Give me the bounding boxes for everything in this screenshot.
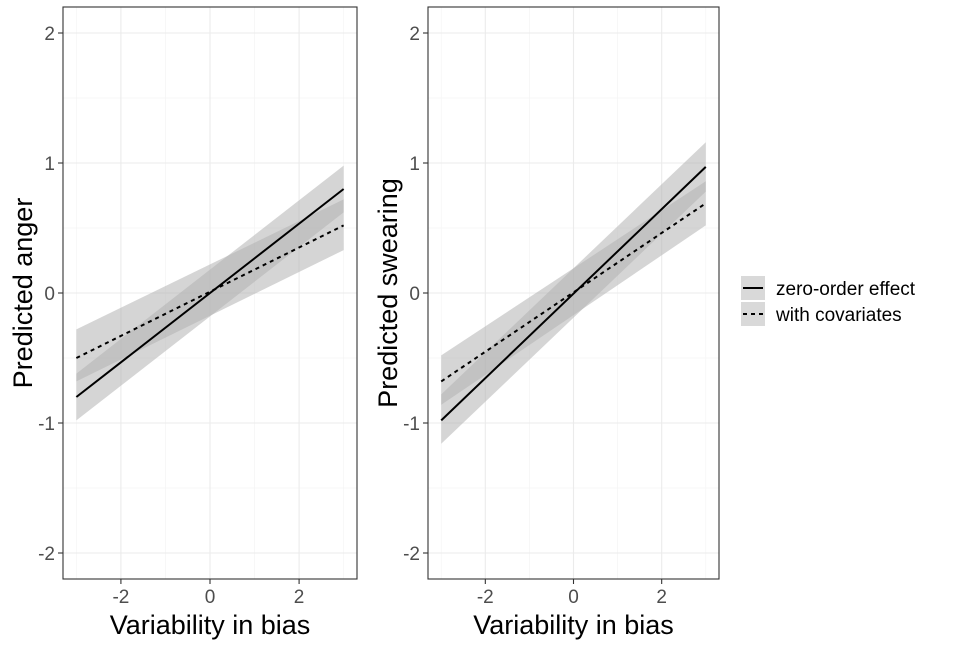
y-tick-label: 2: [409, 24, 420, 45]
x-tick-label: -2: [112, 587, 129, 608]
x-axis-title: Variability in bias: [473, 610, 674, 640]
ci-band-covariates: [76, 199, 344, 382]
series-line-covariates: [75, 224, 345, 359]
x-tick-label: 2: [294, 587, 305, 608]
x-tick-label: 0: [568, 587, 579, 608]
y-tick-label: 0: [409, 284, 420, 305]
x-tick-label: -2: [477, 587, 494, 608]
y-tick-label: 0: [44, 284, 55, 305]
y-tick-label: 1: [409, 154, 420, 175]
x-tick-label: 2: [656, 587, 667, 608]
y-tick-label: 2: [44, 24, 55, 45]
series-line-zero-order: [75, 188, 345, 398]
y-tick-label: 1: [44, 154, 55, 175]
x-tick-label: 0: [205, 587, 216, 608]
y-tick-label: -1: [38, 414, 55, 435]
legend: zero-order effect with covariates: [741, 276, 916, 326]
legend-label-covariates: with covariates: [775, 305, 902, 326]
y-tick-label: -2: [38, 544, 55, 565]
series-line-covariates: [440, 202, 707, 383]
x-axis-title: Variability in bias: [110, 610, 311, 640]
y-tick-label: -1: [403, 414, 420, 435]
y-tick-label: -2: [403, 544, 420, 565]
legend-label-zero-order: zero-order effect: [776, 279, 916, 300]
series-line-zero-order: [440, 166, 707, 422]
y-axis-title: Predicted swearing: [373, 178, 403, 408]
y-axis-title: Predicted anger: [8, 198, 38, 389]
